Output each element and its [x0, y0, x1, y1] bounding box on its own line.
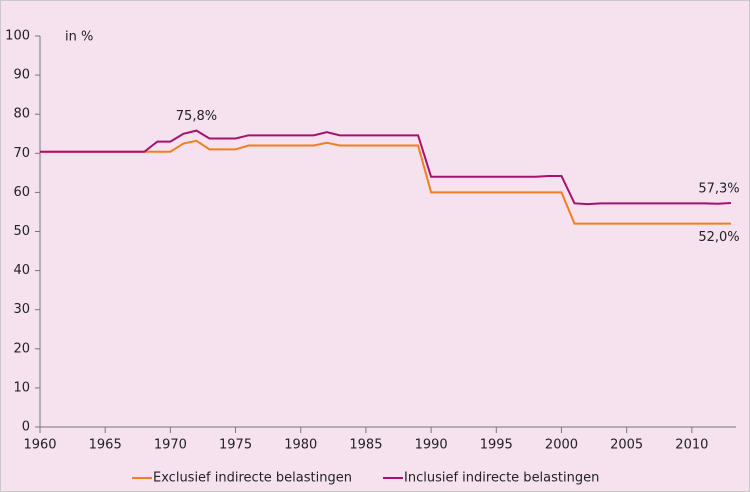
y-tick-label: 60: [13, 185, 30, 200]
legend-label: Inclusief indirecte belastingen: [404, 471, 599, 486]
y-tick-label: 70: [13, 146, 30, 161]
y-tick-label: 80: [13, 107, 30, 122]
x-tick-label: 1985: [349, 438, 382, 453]
y-axis-label: in %: [65, 30, 93, 45]
value-label: 57,3%: [698, 181, 739, 196]
y-tick-label: 20: [13, 341, 30, 356]
line: [40, 129, 732, 206]
x-tick-label: 1980: [284, 438, 317, 453]
x-tick-label: 1975: [219, 438, 252, 453]
y-tick-label: 100: [5, 29, 30, 44]
y-tick-label: 30: [13, 302, 30, 317]
x-tick-label: 2005: [610, 438, 643, 453]
x-tick-label: 1990: [415, 438, 448, 453]
x-tick-label: 1970: [154, 438, 187, 453]
legend-label: Exclusief indirecte belastingen: [153, 471, 352, 486]
value-label: 52,0%: [698, 230, 739, 245]
x-tick-label: 1960: [23, 438, 56, 453]
value-label: 75,8%: [176, 109, 217, 124]
x-tick-label: 2010: [675, 438, 708, 453]
x-tick-label: 1995: [480, 438, 513, 453]
x-tick-label: 1965: [89, 438, 122, 453]
x-tick-label: 2000: [545, 438, 578, 453]
y-tick-label: 40: [13, 263, 30, 278]
y-tick-label: 90: [13, 68, 30, 83]
y-tick-label: 50: [13, 224, 30, 239]
line: [40, 139, 731, 225]
y-tick-label: 10: [13, 380, 30, 395]
y-tick-label: 0: [22, 420, 30, 435]
